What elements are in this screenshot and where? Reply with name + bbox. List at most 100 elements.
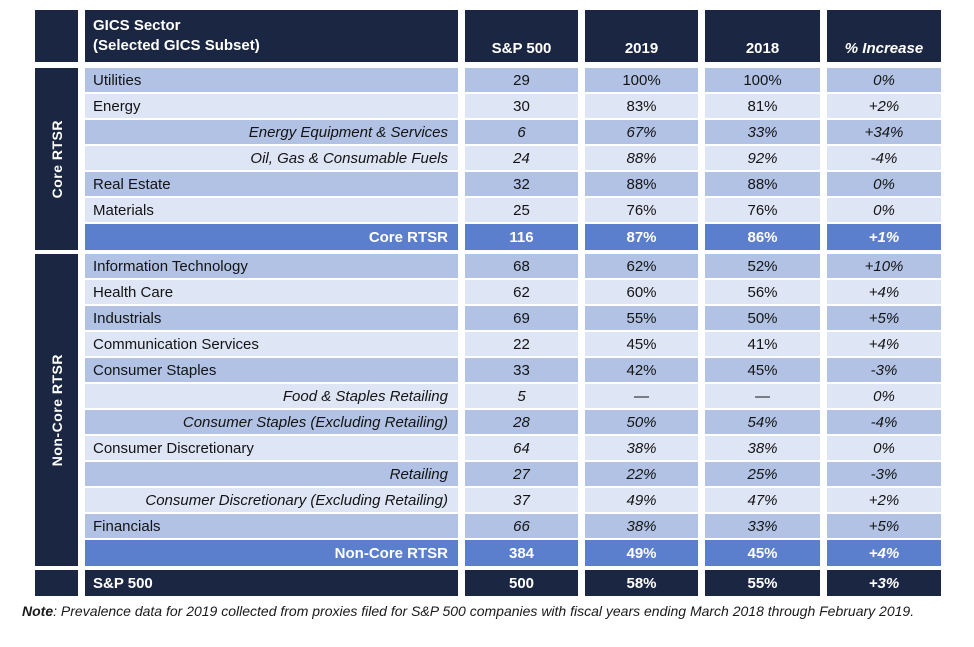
cell-2018: 25% [705, 462, 820, 486]
cell-sp500: 68 [465, 254, 578, 278]
table-row-sp500-total: S&P 500 500 58% 55% +3% [85, 570, 941, 596]
cell-2019: 100% [585, 68, 698, 92]
cell-increase: 0% [827, 436, 941, 460]
cell-sector: Food & Staples Retailing [85, 384, 458, 408]
footer-rows: S&P 500 500 58% 55% +3% [85, 570, 941, 596]
sidebar-label-text-core: Core RTSR [48, 119, 65, 199]
footer-corner-block [35, 570, 78, 596]
cell-increase: +2% [827, 488, 941, 512]
table-header-band: GICS Sector (Selected GICS Subset) S&P 5… [35, 10, 941, 62]
cell-increase: +4% [827, 280, 941, 304]
cell-sector: Utilities [85, 68, 458, 92]
cell-2018: 76% [705, 198, 820, 222]
table-row: Oil, Gas & Consumable Fuels 24 88% 92% -4% [85, 146, 941, 170]
cell-sector: Industrials [85, 306, 458, 330]
column-header-increase: % Increase [827, 10, 941, 62]
cell-sector: Energy [85, 94, 458, 118]
cell-2018: 47% [705, 488, 820, 512]
cell-2018: 33% [705, 514, 820, 538]
table-row: Energy 30 83% 81% +2% [85, 94, 941, 118]
table-row: Utilities 29 100% 100% 0% [85, 68, 941, 92]
table-row: Health Care 62 60% 56% +4% [85, 280, 941, 304]
table-row: Consumer Discretionary 64 38% 38% 0% [85, 436, 941, 460]
cell-sector: Information Technology [85, 254, 458, 278]
cell-sector: Consumer Staples (Excluding Retailing) [85, 410, 458, 434]
table-row: Core RTSR 116 87% 86% +1% [85, 224, 941, 250]
cell-increase: +4% [827, 332, 941, 356]
cell-increase: +34% [827, 120, 941, 144]
cell-increase: +4% [827, 540, 941, 566]
cell-sector: S&P 500 [85, 570, 458, 596]
cell-2019: — [585, 384, 698, 408]
cell-sp500: 62 [465, 280, 578, 304]
cell-increase: -4% [827, 410, 941, 434]
cell-sp500: 33 [465, 358, 578, 382]
cell-2019: 49% [585, 540, 698, 566]
cell-sp500: 29 [465, 68, 578, 92]
cell-sector: Materials [85, 198, 458, 222]
cell-increase: +2% [827, 94, 941, 118]
cell-2019: 58% [585, 570, 698, 596]
header-row: GICS Sector (Selected GICS Subset) S&P 5… [85, 10, 941, 62]
cell-2019: 88% [585, 146, 698, 170]
table-body: Core RTSR Utilities 29 100% 100% 0% Energy 30 83… [35, 68, 941, 566]
cell-sp500: 30 [465, 94, 578, 118]
cell-2019: 87% [585, 224, 698, 250]
table-row: Financials 66 38% 33% +5% [85, 514, 941, 538]
column-header-2018: 2018 [705, 10, 820, 62]
cell-2019: 60% [585, 280, 698, 304]
cell-2019: 76% [585, 198, 698, 222]
footnote-body: : Prevalence data for 2019 collected fro… [53, 603, 915, 619]
cell-increase: -3% [827, 462, 941, 486]
cell-sp500: 5 [465, 384, 578, 408]
sidebar-label-core: Core RTSR [35, 68, 78, 250]
footnote: Note: Prevalence data for 2019 collected… [22, 601, 957, 623]
cell-sp500: 28 [465, 410, 578, 434]
cell-2018: 38% [705, 436, 820, 460]
cell-sector: Consumer Staples [85, 358, 458, 382]
cell-2018: 33% [705, 120, 820, 144]
cell-2018: 55% [705, 570, 820, 596]
cell-2019: 49% [585, 488, 698, 512]
cell-sector: Consumer Discretionary (Excluding Retail… [85, 488, 458, 512]
table-row: Industrials 69 55% 50% +5% [85, 306, 941, 330]
cell-increase: +3% [827, 570, 941, 596]
cell-sector: Retailing [85, 462, 458, 486]
cell-sector: Communication Services [85, 332, 458, 356]
cell-2019: 62% [585, 254, 698, 278]
cell-2019: 38% [585, 436, 698, 460]
cell-2018: 45% [705, 540, 820, 566]
table-row: Retailing 27 22% 25% -3% [85, 462, 941, 486]
cell-sp500: 24 [465, 146, 578, 170]
cell-sector: Energy Equipment & Services [85, 120, 458, 144]
cell-2018: 56% [705, 280, 820, 304]
cell-2019: 38% [585, 514, 698, 538]
cell-sp500: 500 [465, 570, 578, 596]
cell-increase: +10% [827, 254, 941, 278]
cell-increase: 0% [827, 68, 941, 92]
group-band-core: Core RTSR Utilities 29 100% 100% 0% Energy 30 83… [35, 68, 941, 250]
cell-increase: 0% [827, 172, 941, 196]
cell-sector: Financials [85, 514, 458, 538]
cell-sp500: 64 [465, 436, 578, 460]
cell-sp500: 27 [465, 462, 578, 486]
sidebar-label-noncore: Non-Core RTSR [35, 254, 78, 566]
cell-sp500: 25 [465, 198, 578, 222]
footnote-prefix: Note [22, 603, 54, 619]
cell-sp500: 66 [465, 514, 578, 538]
cell-increase: -4% [827, 146, 941, 170]
table-row: Energy Equipment & Services 6 67% 33% +34% [85, 120, 941, 144]
cell-sector: Core RTSR [85, 224, 458, 250]
cell-increase: +5% [827, 514, 941, 538]
sidebar-label-text-noncore: Non-Core RTSR [48, 353, 65, 467]
cell-2018: 41% [705, 332, 820, 356]
cell-2019: 83% [585, 94, 698, 118]
cell-sector: Non-Core RTSR [85, 540, 458, 566]
cell-sp500: 22 [465, 332, 578, 356]
cell-2018: 100% [705, 68, 820, 92]
cell-sector: Consumer Discretionary [85, 436, 458, 460]
cell-2018: 54% [705, 410, 820, 434]
cell-sp500: 32 [465, 172, 578, 196]
table-row: Consumer Staples (Excluding Retailing) 28… [85, 410, 941, 434]
cell-2018: 92% [705, 146, 820, 170]
